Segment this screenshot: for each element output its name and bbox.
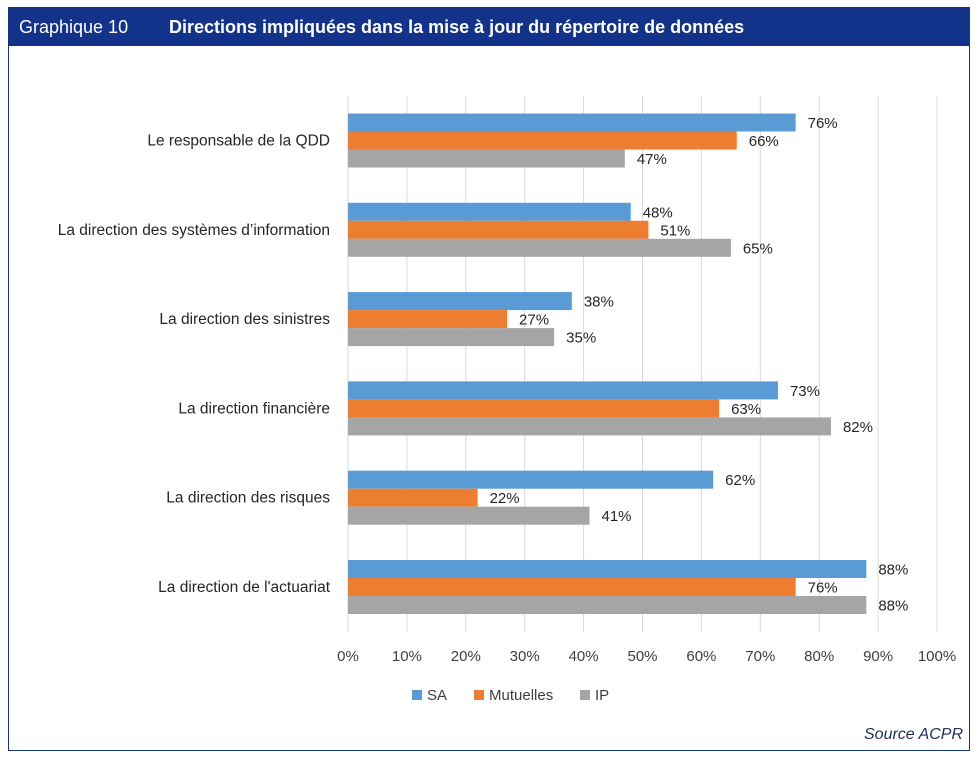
bar-ip — [348, 596, 867, 614]
data-label: 27% — [519, 312, 549, 329]
data-label: 88% — [878, 598, 908, 615]
bar-ip — [348, 417, 831, 436]
category-label: La direction des sinistres — [159, 311, 330, 328]
data-label: 51% — [660, 222, 690, 239]
bar-ip — [348, 238, 731, 257]
data-label: 76% — [808, 580, 838, 597]
legend-label: IP — [595, 687, 609, 704]
figure-number: Graphique 10 — [19, 17, 129, 37]
data-label: 22% — [490, 490, 520, 507]
data-label: 82% — [843, 419, 873, 436]
data-label: 35% — [566, 330, 596, 347]
x-tick-label: 60% — [686, 648, 716, 665]
data-label: 47% — [637, 151, 667, 168]
bar-sa — [348, 560, 867, 578]
data-label: 73% — [790, 383, 820, 400]
legend-swatch-ip — [580, 690, 590, 700]
x-tick-label: 40% — [569, 648, 599, 665]
data-label: 65% — [743, 240, 773, 257]
bar-mutuelles — [348, 488, 478, 507]
x-tick-label: 10% — [392, 648, 422, 665]
data-label: 76% — [808, 115, 838, 132]
bar-ip — [348, 328, 555, 347]
data-label: 88% — [878, 562, 908, 579]
x-tick-label: 20% — [451, 648, 481, 665]
data-label: 41% — [601, 508, 631, 525]
data-label: 63% — [731, 401, 761, 418]
data-label: 38% — [584, 294, 614, 311]
x-tick-label: 0% — [337, 648, 359, 665]
x-tick-label: 30% — [510, 648, 540, 665]
x-tick-label: 50% — [627, 648, 657, 665]
bar-mutuelles — [348, 310, 508, 329]
bar-mutuelles — [348, 399, 720, 418]
category-label: La direction financière — [178, 400, 330, 417]
category-label: Le responsable de la QDD — [147, 133, 330, 150]
bar-sa — [348, 470, 714, 489]
bar-sa — [348, 292, 572, 311]
category-label: La direction des risques — [166, 490, 330, 507]
legend-swatch-mutuelles — [474, 690, 484, 700]
source-note: Source ACPR — [864, 726, 963, 743]
bar-sa — [348, 113, 796, 132]
legend-label: SA — [427, 687, 447, 704]
category-label: La direction des systèmes d’information — [58, 222, 330, 239]
x-tick-label: 80% — [804, 648, 834, 665]
title-bar: Graphique 10 Directions impliquées dans … — [9, 8, 969, 46]
data-label: 62% — [725, 472, 755, 489]
legend-swatch-sa — [412, 690, 422, 700]
bar-mutuelles — [348, 131, 737, 150]
legend-label: Mutuelles — [489, 687, 553, 704]
data-label: 66% — [749, 133, 779, 150]
bar-ip — [348, 149, 625, 168]
x-tick-label: 90% — [863, 648, 893, 665]
bar-mutuelles — [348, 578, 796, 596]
x-tick-label: 70% — [745, 648, 775, 665]
bar-mutuelles — [348, 220, 649, 239]
bar-ip — [348, 506, 590, 525]
category-label: La direction de l'actuariat — [158, 579, 331, 596]
chart-title: Directions impliquées dans la mise à jou… — [169, 17, 745, 37]
x-tick-label: 100% — [918, 648, 956, 665]
bar-sa — [348, 381, 778, 400]
data-label: 48% — [643, 204, 673, 221]
bar-sa — [348, 202, 631, 221]
